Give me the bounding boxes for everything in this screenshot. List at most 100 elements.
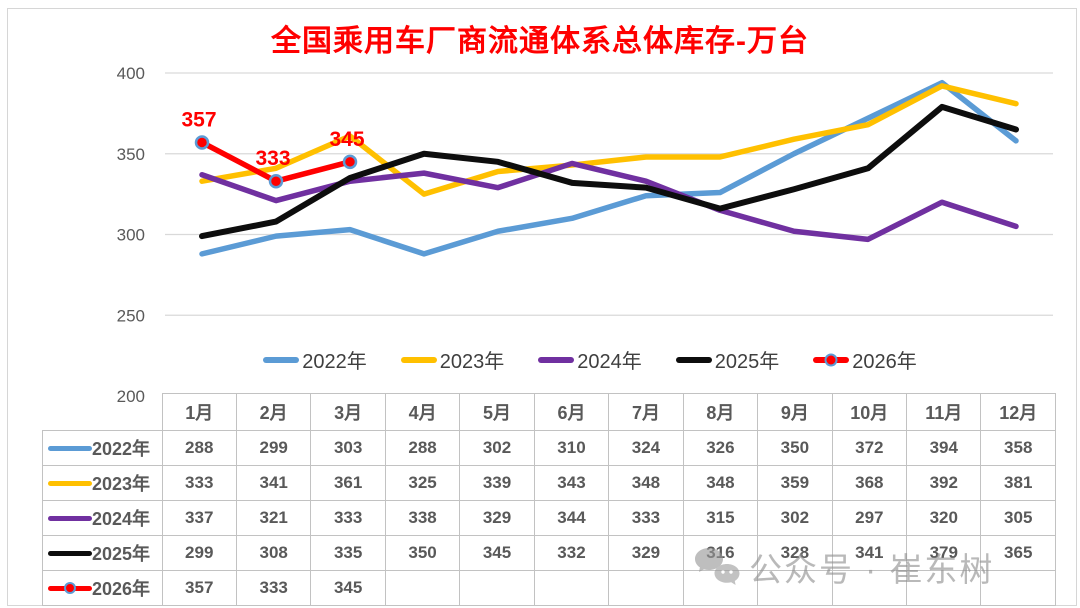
y-axis-tick-label: 350: [117, 145, 145, 164]
table-column-header: 10月: [831, 393, 908, 431]
table-value-cell: 297: [831, 500, 908, 536]
legend-line-swatch: [263, 356, 300, 363]
table-value-cell: 335: [310, 535, 386, 571]
legend-label: 2023年: [439, 351, 505, 373]
table-row-2025年: 2025年 299 308 335 350 345 332 329 316 328 341 379 36…: [42, 535, 1056, 571]
data-table: 1月 2月 3月 4月 5月 6月 7月 8月 9月 10月 11月 12月 2022年 288 299 30…: [42, 393, 1056, 606]
table-value-cell: 302: [459, 430, 535, 466]
data-label: 345: [329, 128, 364, 151]
row-header-cell: 2022年: [42, 430, 163, 466]
table-value-cell: 368: [831, 465, 908, 501]
table-row-2024年: 2024年 337 321 333 338 329 344 333 315 302 297 320 30…: [42, 500, 1056, 536]
table-column-header: 8月: [682, 393, 759, 431]
table-value-cell: [459, 570, 535, 606]
table-value-cell: 288: [161, 430, 237, 466]
table-value-cell: 329: [608, 535, 684, 571]
table-column-header: 9月: [757, 393, 833, 431]
row-key-swatch: [48, 480, 92, 486]
table-value-cell: 321: [235, 500, 312, 536]
table-value-cell: 345: [310, 570, 386, 606]
series-line-2024年: [199, 160, 1019, 243]
row-key-swatch: [48, 515, 92, 521]
table-value-cell: 339: [459, 465, 535, 501]
table-column-header: 4月: [384, 393, 461, 431]
legend-label: 2024年: [577, 351, 642, 373]
chart-area-border: [7, 8, 1077, 606]
table-column-header: 5月: [459, 393, 535, 431]
table-value-cell: 320: [906, 500, 982, 536]
table-value-cell: 365: [980, 535, 1056, 571]
table-value-cell: 341: [235, 465, 312, 501]
series-marker: [342, 154, 358, 170]
legend-line-swatch: [400, 356, 437, 363]
table-value-cell: 392: [906, 465, 982, 501]
y-axis-tick-label: 200: [117, 387, 145, 406]
row-header-cell: 2025年: [42, 535, 163, 571]
table-value-cell: 315: [682, 500, 759, 536]
table-column-header: 1月: [161, 393, 237, 431]
table-row-2023年: 2023年 333 341 361 325 339 343 348 348 359 368 392 38…: [42, 465, 1056, 501]
legend-item-2026年: 2026年: [813, 345, 917, 374]
table-value-cell: [757, 570, 833, 606]
series-marker: [194, 135, 210, 150]
table-corner-cell: [43, 394, 163, 431]
legend-item-2025年: 2025年: [675, 345, 780, 374]
row-header-cell: 2026年: [42, 570, 163, 606]
table-value-cell: 288: [384, 430, 461, 466]
row-year-label: 2026年: [92, 579, 151, 599]
table-value-cell: 329: [459, 500, 535, 536]
table-value-cell: 348: [682, 465, 759, 501]
table-value-cell: [384, 570, 461, 606]
table-value-cell: 381: [980, 465, 1056, 501]
table-value-cell: [831, 570, 908, 606]
table-value-cell: 299: [161, 535, 237, 571]
table-column-header: 11月: [906, 393, 982, 431]
table-value-cell: 348: [608, 465, 684, 501]
legend-label: 2025年: [714, 351, 780, 373]
series-line-2023年: [199, 83, 1019, 197]
table-row-2022年: 2022年 288 299 303 288 302 310 324 326 350 372 394 35…: [42, 430, 1056, 466]
table-value-cell: 324: [608, 430, 684, 466]
table-value-cell: 326: [682, 430, 759, 466]
legend-label: 2026年: [852, 351, 917, 373]
table-value-cell: 343: [533, 465, 610, 501]
table-value-cell: [608, 570, 684, 606]
table-value-cell: 325: [384, 465, 461, 501]
legend-marker-dot: [824, 353, 838, 366]
table-value-cell: 359: [757, 465, 833, 501]
table-value-cell: 316: [682, 535, 759, 571]
row-key-swatch: [48, 445, 92, 451]
table-value-cell: 333: [310, 500, 386, 536]
legend-line-swatch: [538, 356, 575, 363]
table-value-cell: 350: [384, 535, 461, 571]
table-value-cell: 358: [980, 430, 1056, 466]
y-axis-tick-label: 250: [117, 306, 145, 325]
series-line-2025年: [199, 103, 1019, 240]
table-value-cell: 328: [757, 535, 833, 571]
table-value-cell: [906, 570, 982, 606]
table-value-cell: 345: [459, 535, 535, 571]
table-value-cell: [682, 570, 759, 606]
table-value-cell: 337: [161, 500, 237, 536]
row-key-swatch: [48, 550, 92, 556]
data-label: 357: [181, 108, 216, 131]
row-year-label: 2024年: [92, 509, 151, 529]
legend-line-swatch: [675, 356, 712, 363]
legend-item-2023年: 2023年: [400, 345, 505, 374]
chart-title: 全国乘用车厂商流通体系总体库存-万台: [271, 25, 809, 58]
table-value-cell: 372: [831, 430, 908, 466]
y-axis-tick-label: 300: [117, 226, 145, 245]
table-column-header: 3月: [310, 393, 386, 431]
table-value-cell: 303: [310, 430, 386, 466]
data-label: 333: [255, 147, 290, 170]
table-value-cell: 305: [980, 500, 1056, 536]
row-key-marker-dot: [64, 582, 76, 594]
table-value-cell: 299: [235, 430, 312, 466]
table-column-header: 6月: [533, 393, 610, 431]
row-year-label: 2025年: [92, 544, 151, 564]
row-header-cell: 2023年: [42, 465, 163, 501]
legend-item-2022年: 2022年: [263, 345, 367, 374]
row-year-label: 2023年: [92, 474, 151, 494]
row-year-label: 2022年: [92, 439, 151, 459]
